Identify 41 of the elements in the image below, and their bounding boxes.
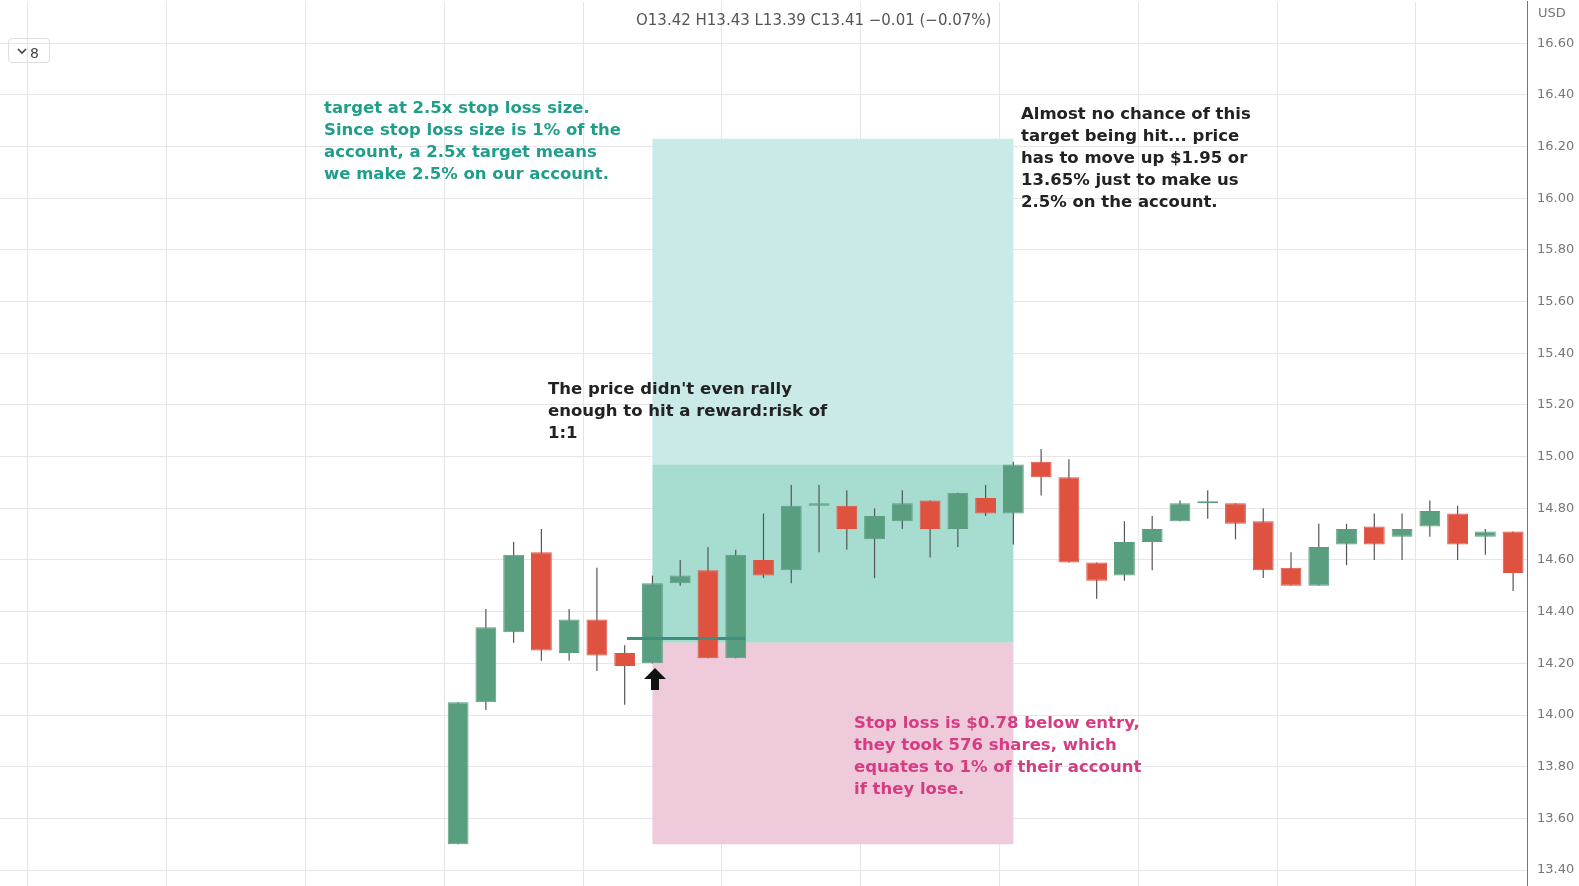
candlestick [1086, 561, 1108, 600]
y-tick-label: 16.00 [1537, 189, 1575, 205]
candlestick [808, 484, 830, 553]
candlestick [1141, 515, 1163, 571]
y-tick-label: 14.00 [1537, 706, 1575, 722]
candlestick [891, 489, 913, 530]
y-tick-label: 16.60 [1537, 34, 1575, 50]
y-tick-label: 15.60 [1537, 292, 1575, 308]
y-tick-label: 13.40 [1537, 861, 1575, 877]
candlestick [1280, 551, 1302, 587]
y-axis-title: USD [1538, 5, 1566, 20]
candlestick [1474, 528, 1496, 556]
y-tick-label: 13.80 [1537, 758, 1575, 774]
annotation: Stop loss is $0.78 below entry, they took 576 shares, which equates to 1% of their account if they lose. [854, 712, 1143, 800]
annotation: O13.42 H13.43 L13.39 C13.41 −0.01 (−0.07%) [636, 10, 993, 31]
y-tick-label: 14.60 [1537, 551, 1575, 567]
y-tick-label: 14.20 [1537, 654, 1575, 670]
y-tick-label: 15.40 [1537, 344, 1575, 360]
candlestick [975, 484, 997, 517]
candlestick [836, 489, 858, 551]
annotation: target at 2.5x stop loss size. Since stop loss size is 1% of the account, a 2.5x target means we make 2.5% on our account. [324, 97, 623, 185]
y-tick-label: 16.40 [1537, 86, 1575, 102]
y-tick-label: 14.40 [1537, 603, 1575, 619]
candlestick [1363, 512, 1385, 561]
y-tick-label: 15.80 [1537, 241, 1575, 257]
y-tick-label: 13.60 [1537, 809, 1575, 825]
annotation: Almost no chance of this target being hit... price has to move up $1.95 or 13.65% just to make us 2.5% on the account. [1021, 103, 1252, 213]
y-tick-label: 14.80 [1537, 499, 1575, 515]
annotation: 8 [30, 44, 40, 63]
y-tick-label: 15.20 [1537, 396, 1575, 412]
candlestick [1030, 448, 1052, 496]
annotation: The price didn't even rally enough to hit a reward:risk of 1:1 [548, 378, 829, 444]
candlestick [1225, 502, 1246, 540]
y-tick-label: 15.00 [1537, 448, 1575, 463]
candlestick [753, 512, 774, 579]
candlestick [1419, 499, 1441, 538]
candlestick [1336, 523, 1357, 566]
candlestick [614, 644, 636, 706]
candlestick [1391, 512, 1413, 561]
candlestick [864, 507, 885, 579]
y-tick-label: 16.20 [1537, 137, 1575, 153]
